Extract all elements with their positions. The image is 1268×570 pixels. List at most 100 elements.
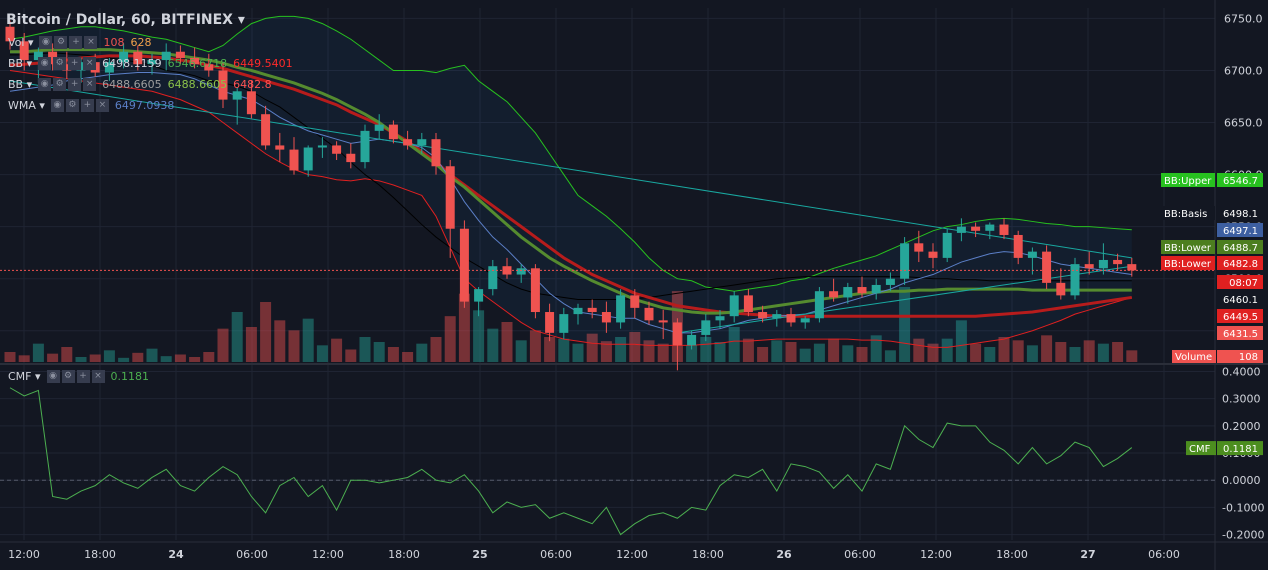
eye-icon[interactable]: ◉ bbox=[46, 370, 60, 383]
volume-tag-label-box bbox=[1172, 350, 1216, 363]
time-tick-label: 26 bbox=[776, 548, 792, 561]
settings-icon[interactable]: ⚙ bbox=[65, 99, 79, 112]
volume-bar bbox=[416, 343, 428, 362]
candle-body bbox=[644, 307, 654, 321]
legend-row-vol[interactable]: Vol ▾ ◉ ⚙ + × 108 628 bbox=[8, 36, 151, 49]
bb-basis-line bbox=[10, 52, 1132, 301]
volume-bar bbox=[387, 347, 399, 362]
price-tag-label-box bbox=[1161, 240, 1215, 254]
candle-body bbox=[246, 91, 256, 115]
volume-bar bbox=[32, 343, 44, 362]
volume-bar bbox=[984, 347, 996, 362]
volume-bar bbox=[714, 342, 726, 362]
candle-body bbox=[956, 226, 966, 233]
volume-bar bbox=[615, 337, 627, 362]
eye-icon[interactable]: ◉ bbox=[50, 99, 64, 112]
price-tag-value: 6497.1 bbox=[1223, 226, 1258, 237]
volume-bar bbox=[600, 341, 612, 362]
legend-indicator-name[interactable]: CMF ▾ bbox=[8, 370, 41, 383]
close-icon[interactable]: × bbox=[95, 99, 109, 112]
price-tag-value: 6449.5 bbox=[1223, 312, 1258, 323]
candle-body bbox=[758, 312, 768, 319]
candle-body bbox=[232, 91, 242, 100]
legend-row-bb[interactable]: BB ▾ ◉ ⚙ + × 6498.1159 6546.6718 6449.5401 bbox=[8, 57, 293, 70]
time-tick-label: 06:00 bbox=[844, 548, 876, 561]
legend-row-cmf[interactable]: CMF ▾ ◉ ⚙ + × 0.1181 bbox=[8, 370, 149, 383]
candle-body bbox=[530, 268, 540, 313]
trend-line bbox=[9, 80, 1132, 259]
settings-icon[interactable]: ⚙ bbox=[61, 370, 75, 383]
volume-tag-label: Volume bbox=[1175, 352, 1212, 363]
candle-body bbox=[147, 60, 157, 65]
candle-body bbox=[374, 124, 384, 131]
candle-body bbox=[33, 51, 43, 61]
eye-icon[interactable]: ◉ bbox=[39, 36, 53, 49]
close-icon[interactable]: × bbox=[84, 36, 98, 49]
volume-bar bbox=[842, 345, 854, 362]
cmf-tag-label-box bbox=[1186, 441, 1216, 456]
cmf-tick-label: -0.2000 bbox=[1222, 529, 1264, 542]
add-icon[interactable]: + bbox=[68, 78, 82, 91]
candle-body bbox=[488, 266, 498, 290]
legend-row-bb[interactable]: BB ▾ ◉ ⚙ + × 6488.6605 6488.6605 6482.8 bbox=[8, 78, 272, 91]
legend-value: 6482.8 bbox=[233, 78, 272, 91]
candle-body bbox=[388, 124, 398, 140]
price-tag-label: BB:Lower bbox=[1164, 243, 1212, 254]
candle-body bbox=[999, 224, 1009, 235]
price-tag-box bbox=[1217, 292, 1263, 306]
volume-bar bbox=[316, 345, 328, 362]
candle-body bbox=[417, 139, 427, 146]
settings-icon[interactable]: ⚙ bbox=[53, 57, 67, 70]
time-tick-label: 24 bbox=[168, 548, 184, 561]
close-icon[interactable]: × bbox=[91, 370, 105, 383]
legend-value: 6497.0938 bbox=[114, 99, 175, 112]
volume-bar bbox=[260, 302, 272, 362]
volume-bar bbox=[927, 343, 939, 362]
add-icon[interactable]: + bbox=[80, 99, 94, 112]
candle-body bbox=[360, 130, 370, 163]
legend-value: 6449.5401 bbox=[233, 57, 293, 70]
volume-bar bbox=[742, 338, 754, 362]
volume-bar bbox=[61, 347, 73, 362]
legend-indicator-name[interactable]: BB ▾ bbox=[8, 78, 33, 91]
settings-icon[interactable]: ⚙ bbox=[54, 36, 68, 49]
add-icon[interactable]: + bbox=[68, 57, 82, 70]
close-icon[interactable]: × bbox=[83, 78, 97, 91]
time-tick-label: 12:00 bbox=[8, 548, 40, 561]
legend-value: 628 bbox=[130, 36, 152, 49]
volume-bar bbox=[203, 352, 215, 362]
symbol-header[interactable]: Bitcoin / Dollar, 60, BITFINEX ▾ bbox=[6, 12, 245, 28]
cmf-tick-label: 0.4000 bbox=[1222, 365, 1261, 378]
volume-bar bbox=[799, 348, 811, 362]
candle-body bbox=[303, 147, 313, 171]
legend-buttons: ◉ ⚙ + × bbox=[50, 99, 109, 112]
settings-icon[interactable]: ⚙ bbox=[53, 78, 67, 91]
eye-icon[interactable]: ◉ bbox=[38, 78, 52, 91]
eye-icon[interactable]: ◉ bbox=[38, 57, 52, 70]
add-icon[interactable]: + bbox=[76, 370, 90, 383]
volume-bar bbox=[189, 357, 201, 362]
legend-indicator-name[interactable]: WMA ▾ bbox=[8, 99, 45, 112]
price-tag-label-box bbox=[1161, 206, 1215, 220]
volume-bar bbox=[870, 335, 882, 362]
volume-bar bbox=[899, 287, 911, 362]
price-tick-label: 6750.0 bbox=[1224, 12, 1263, 25]
candle-body bbox=[1127, 264, 1137, 271]
legend-row-wma[interactable]: WMA ▾ ◉ ⚙ + × 6497.0938 bbox=[8, 99, 174, 112]
candle-body bbox=[459, 228, 469, 302]
volume-bar bbox=[643, 340, 655, 362]
close-icon[interactable]: × bbox=[83, 57, 97, 70]
legend-indicator-name[interactable]: BB ▾ bbox=[8, 57, 33, 70]
add-icon[interactable]: + bbox=[69, 36, 83, 49]
volume-tag-value: 108 bbox=[1239, 352, 1258, 363]
legend-value: 6488.6605 bbox=[102, 78, 162, 91]
candle-body bbox=[559, 314, 569, 333]
legend-indicator-name[interactable]: Vol ▾ bbox=[8, 36, 34, 49]
candle-body bbox=[729, 295, 739, 317]
volume-bar bbox=[700, 337, 712, 362]
price-tag-label-box bbox=[1161, 256, 1215, 270]
volume-bar bbox=[1126, 350, 1138, 362]
candle-body bbox=[601, 312, 611, 323]
candle-body bbox=[829, 291, 839, 298]
legend-value: 0.1181 bbox=[110, 370, 150, 383]
